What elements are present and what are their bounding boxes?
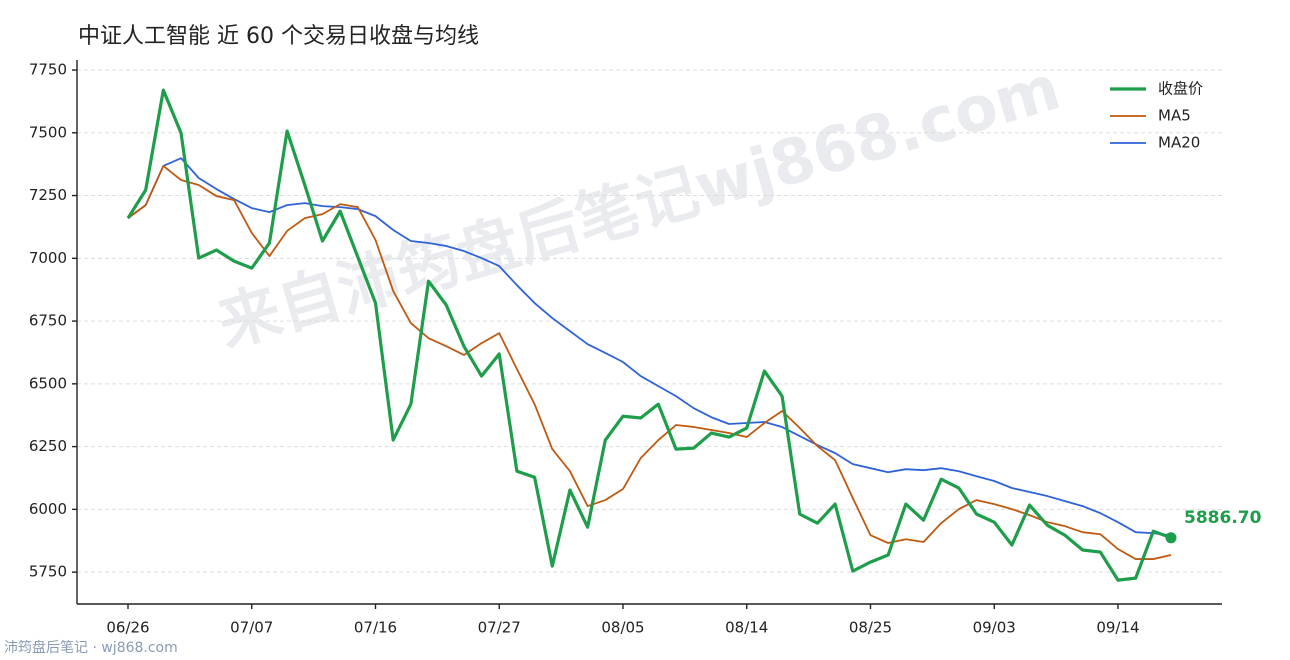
legend-label: MA20: [1158, 134, 1200, 152]
end-marker: [1165, 532, 1177, 544]
y-tick-label: 6500: [29, 374, 67, 392]
y-tick-label: 7000: [29, 249, 67, 267]
series-line: [127, 157, 1172, 537]
y-tick-label: 6000: [29, 500, 67, 518]
y-tick-label: 6750: [29, 312, 67, 330]
y-tick-label: 7750: [29, 61, 67, 79]
x-tick-label: 08/05: [601, 619, 644, 637]
x-tick-label: 09/14: [1096, 619, 1139, 637]
series-line: [126, 88, 1172, 582]
x-tick-label: 07/16: [354, 619, 397, 637]
y-tick-label: 5750: [29, 563, 67, 581]
x-tick-label: 07/07: [230, 619, 273, 637]
legend-label: MA5: [1158, 107, 1191, 125]
x-tick-label: 08/14: [725, 619, 768, 637]
value-label: 5886.70: [1184, 508, 1262, 528]
x-tick-label: 08/25: [849, 619, 892, 637]
x-tick-label: 09/03: [973, 619, 1016, 637]
y-tick-label: 6250: [29, 437, 67, 455]
legend-label: 收盘价: [1158, 80, 1203, 98]
y-tick-label: 7500: [29, 123, 67, 141]
y-tick-label: 7250: [29, 186, 67, 204]
series-line: [127, 165, 1172, 560]
x-tick-label: 06/26: [106, 619, 149, 637]
chart-title: 中证人工智能 近 60 个交易日收盘与均线: [78, 24, 479, 49]
x-tick-label: 07/27: [478, 619, 521, 637]
footer: 沛筠盘后笔记 · wj868.com: [4, 639, 178, 656]
